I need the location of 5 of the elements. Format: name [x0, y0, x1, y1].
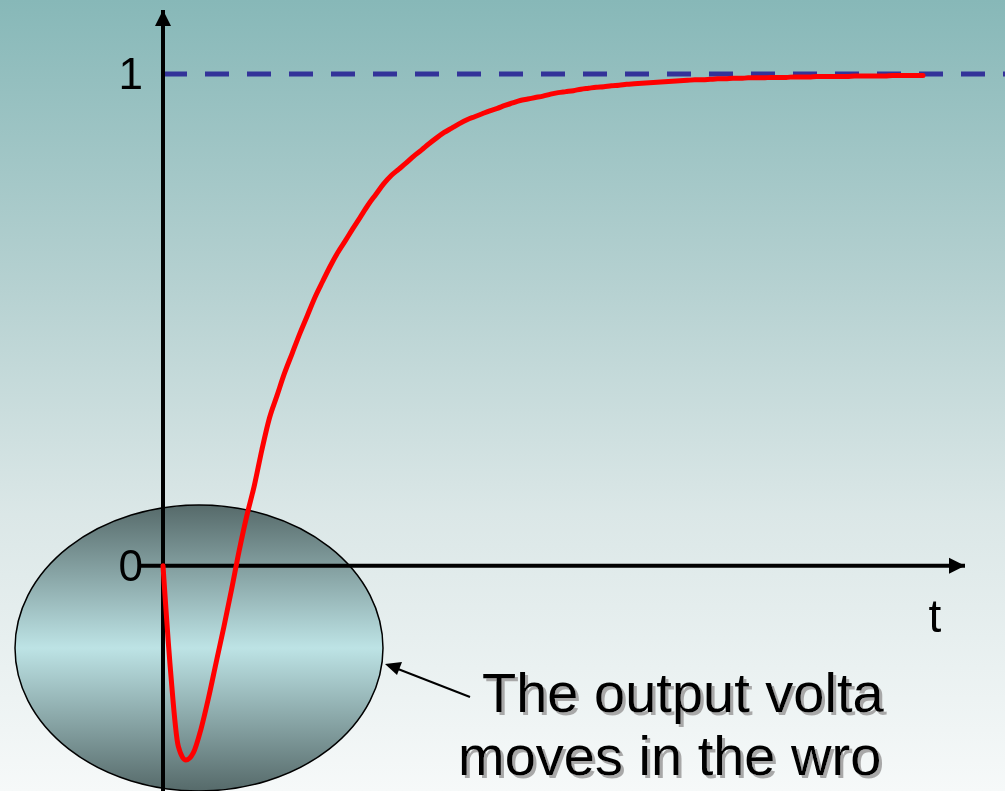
annotation: The output volta [482, 661, 885, 724]
y-tick-label: 1 [118, 49, 143, 99]
annotation: moves in the wro [458, 724, 882, 787]
x-axis-title: t [928, 590, 942, 642]
y-tick-label: 0 [118, 541, 143, 591]
